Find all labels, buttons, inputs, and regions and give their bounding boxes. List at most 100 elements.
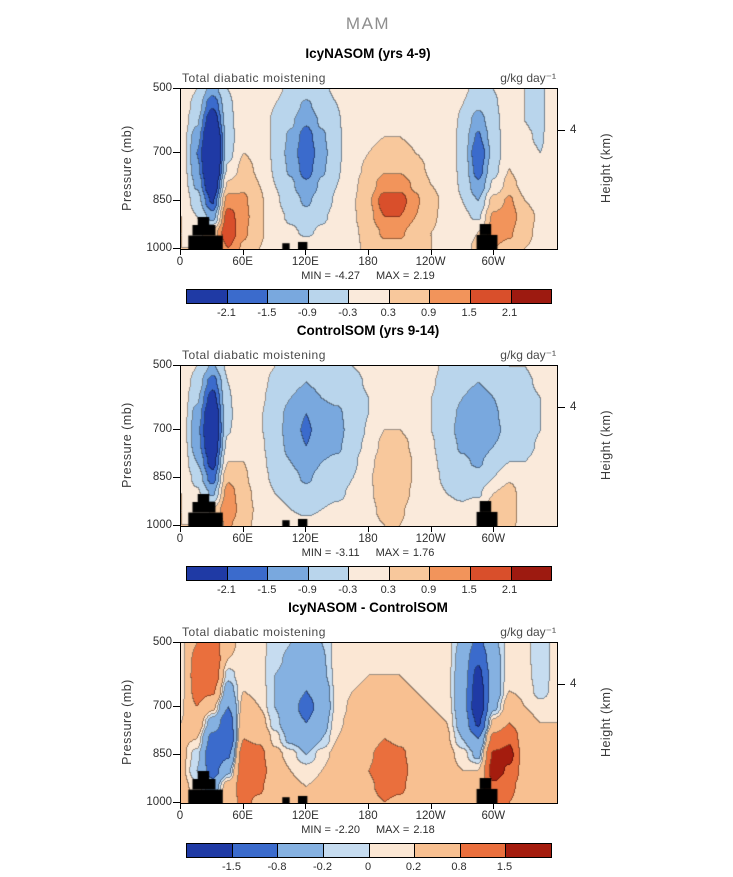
pressure-tick-mark bbox=[173, 248, 180, 249]
colorbar-segment bbox=[307, 567, 349, 580]
pressure-tick-mark bbox=[173, 200, 180, 201]
colorbar-segment bbox=[226, 290, 268, 303]
longitude-tick-label: 180 bbox=[358, 810, 378, 822]
height-tick-mark bbox=[558, 407, 565, 408]
pressure-tick-label: 1000 bbox=[146, 796, 172, 808]
longitude-tick-label: 60W bbox=[481, 533, 506, 545]
colorbar-segment bbox=[277, 844, 323, 857]
field-label: Total diabatic moistening bbox=[182, 348, 326, 362]
contour-plot bbox=[180, 88, 558, 250]
minmax-stats: MIN = -4.27 MAX = 2.19 bbox=[180, 270, 556, 282]
longitude-tick-mark bbox=[180, 250, 181, 255]
max-value: 1.76 bbox=[412, 547, 435, 559]
height-tick-label: 4 bbox=[570, 400, 577, 413]
units-label: g/kg day⁻¹ bbox=[500, 71, 556, 85]
colorbar-tick-label: -1.5 bbox=[257, 307, 277, 319]
longitude-tick-mark bbox=[493, 527, 495, 532]
panel-title: ControlSOM (yrs 9-14) bbox=[296, 323, 440, 338]
longitude-tick-mark bbox=[430, 804, 432, 809]
colorbar-segment bbox=[348, 290, 389, 303]
colorbar-tick-label: -0.8 bbox=[267, 861, 287, 873]
colorbar-tick-label: 0.3 bbox=[380, 307, 396, 319]
panel-controlsom: ControlSOM (yrs 9-14) Total diabatic moi… bbox=[0, 323, 733, 600]
colorbar-segment bbox=[510, 567, 552, 580]
pressure-tick-label: 700 bbox=[152, 423, 172, 435]
pressure-tick-mark bbox=[173, 642, 180, 643]
min-value: -4.27 bbox=[334, 270, 360, 282]
panel-title: IcyNASOM - ControlSOM bbox=[288, 600, 448, 615]
max-label: MAX = bbox=[375, 270, 410, 282]
longitude-tick-mark bbox=[493, 804, 495, 809]
longitude-tick-mark bbox=[430, 527, 432, 532]
colorbar-tick-label: 1.5 bbox=[461, 584, 477, 596]
colorbar-segment bbox=[267, 290, 308, 303]
longitude-tick-label: 0 bbox=[176, 810, 184, 822]
colorbar-segment bbox=[267, 567, 308, 580]
max-label: MAX = bbox=[375, 547, 409, 559]
longitude-tick-label: 60E bbox=[232, 256, 253, 268]
pressure-tick-label: 500 bbox=[152, 82, 172, 94]
contour-plot bbox=[180, 642, 558, 804]
colorbar-segment bbox=[187, 567, 227, 580]
colorbar-segment bbox=[469, 567, 511, 580]
longitude-tick-mark bbox=[180, 804, 181, 809]
pressure-tick-mark bbox=[173, 754, 180, 755]
colorbar-tick-label: 0 bbox=[364, 861, 372, 873]
longitude-tick-label: 120W bbox=[415, 533, 446, 545]
longitude-tick-label: 0 bbox=[176, 256, 184, 268]
colorbar-segment bbox=[187, 290, 227, 303]
height-tick-label: 4 bbox=[570, 677, 577, 690]
longitude-tick-mark bbox=[242, 527, 244, 532]
colorbar-segment bbox=[429, 290, 470, 303]
pressure-tick-label: 1000 bbox=[146, 519, 172, 531]
pressure-tick-label: 500 bbox=[152, 636, 172, 648]
pressure-tick-mark bbox=[173, 88, 180, 89]
colorbar-tick-label: -0.9 bbox=[297, 307, 317, 319]
field-label: Total diabatic moistening bbox=[182, 71, 326, 85]
longitude-tick-label: 0 bbox=[176, 533, 184, 545]
longitude-tick-mark bbox=[493, 250, 495, 255]
panel-difference: IcyNASOM - ControlSOM Total diabatic moi… bbox=[0, 600, 733, 877]
pressure-tick-mark bbox=[173, 802, 180, 803]
colorbar-segment bbox=[307, 290, 349, 303]
height-axis-label: Height (km) bbox=[599, 686, 613, 758]
panel-title: IcyNASOM (yrs 4-9) bbox=[305, 46, 431, 61]
panel-icynasom: IcyNASOM (yrs 4-9) Total diabatic moiste… bbox=[0, 46, 733, 323]
longitude-tick-mark bbox=[242, 250, 244, 255]
units-label: g/kg day⁻¹ bbox=[500, 625, 556, 639]
height-tick-label: 4 bbox=[570, 123, 577, 136]
units-label: g/kg day⁻¹ bbox=[500, 348, 556, 362]
pressure-tick-label: 1000 bbox=[146, 242, 172, 254]
min-label: MIN = bbox=[301, 270, 331, 282]
pressure-tick-label: 700 bbox=[152, 146, 172, 158]
contour-plot bbox=[180, 365, 558, 527]
longitude-tick-mark bbox=[180, 527, 181, 532]
colorbar-segment bbox=[510, 290, 552, 303]
max-value: 2.19 bbox=[413, 270, 435, 282]
longitude-tick-label: 120E bbox=[291, 533, 319, 545]
colorbar bbox=[186, 289, 552, 304]
max-value: 2.18 bbox=[413, 824, 435, 836]
colorbar-tick-label: 0.2 bbox=[405, 861, 422, 873]
minmax-stats: MIN = -2.20 MAX = 2.18 bbox=[180, 824, 556, 836]
pressure-tick-mark bbox=[173, 477, 180, 478]
longitude-tick-label: 120W bbox=[415, 810, 446, 822]
colorbar-segment bbox=[322, 844, 369, 857]
contour-canvas bbox=[181, 643, 557, 803]
longitude-tick-mark bbox=[242, 804, 244, 809]
colorbar-tick-label: -2.1 bbox=[216, 307, 236, 319]
longitude-tick-label: 60W bbox=[481, 256, 506, 268]
pressure-tick-mark bbox=[173, 525, 180, 526]
colorbar-tick-label: 1.5 bbox=[461, 307, 477, 319]
colorbar-tick-label: -1.5 bbox=[222, 861, 241, 873]
colorbar-segment bbox=[187, 844, 232, 857]
field-label: Total diabatic moistening bbox=[182, 625, 326, 639]
colorbar-tick-label: -0.3 bbox=[338, 307, 358, 319]
pressure-tick-mark bbox=[173, 706, 180, 707]
pressure-tick-mark bbox=[173, 152, 180, 153]
colorbar-tick-label: -1.5 bbox=[257, 584, 277, 596]
colorbar-tick-label: 0.8 bbox=[451, 861, 467, 873]
longitude-tick-label: 120W bbox=[415, 256, 446, 268]
longitude-tick-mark bbox=[305, 250, 307, 255]
longitude-tick-mark bbox=[305, 527, 307, 532]
